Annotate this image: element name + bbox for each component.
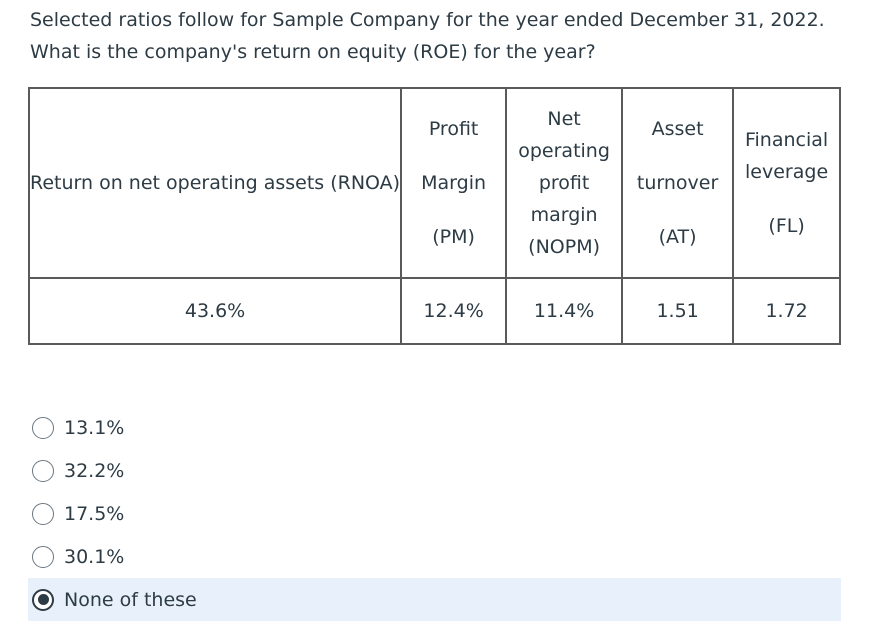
value-nopm: 11.4% (505, 277, 624, 345)
answer-option[interactable]: None of these (28, 578, 841, 621)
value-rnoa: 43.6% (27, 277, 403, 345)
header-rnoa-label: Return on net operating assets (RNOA) (30, 172, 401, 194)
ratios-table: Return on net operating assets (RNOA) Pr… (27, 87, 842, 345)
header-nopm-line: Net (547, 108, 581, 130)
radio-button[interactable] (32, 459, 54, 482)
header-at-line: Asset (651, 118, 704, 140)
radio-button[interactable] (32, 416, 54, 439)
value-at: 1.51 (621, 277, 735, 345)
header-nopm-line: margin (530, 204, 598, 226)
header-fl: Financial leverage (FL) (732, 87, 842, 279)
question-line-1: Selected ratios follow for Sample Compan… (30, 9, 825, 31)
header-at-line: (AT) (658, 226, 697, 248)
header-fl-line: leverage (745, 161, 829, 183)
header-pm-line: (PM) (432, 226, 475, 248)
header-pm-line: Margin (421, 172, 487, 194)
answer-option-label[interactable]: 13.1% (64, 416, 125, 439)
answer-option-label[interactable]: None of these (64, 588, 197, 611)
radio-button[interactable] (32, 502, 54, 525)
radio-button[interactable] (32, 588, 54, 611)
header-nopm-line: profit (538, 172, 590, 194)
header-pm-line: Profit (428, 118, 479, 140)
question-text: Selected ratios follow for Sample Compan… (30, 4, 860, 68)
value-fl: 1.72 (732, 277, 842, 345)
value-pm: 12.4% (400, 277, 508, 345)
header-pm: Profit Margin (PM) (400, 87, 508, 279)
header-rnoa: Return on net operating assets (RNOA) (27, 87, 403, 279)
table-header-row: Return on net operating assets (RNOA) Pr… (27, 87, 842, 279)
answer-option[interactable]: 13.1% (28, 406, 841, 449)
header-fl-line: (FL) (768, 215, 805, 237)
table-values-row: 43.6% 12.4% 11.4% 1.51 1.72 (27, 277, 842, 345)
answer-option[interactable]: 32.2% (28, 449, 841, 492)
answer-option[interactable]: 30.1% (28, 535, 841, 578)
header-nopm-line: (NOPM) (528, 236, 601, 258)
header-nopm: Net operating profit margin (NOPM) (505, 87, 624, 279)
answer-option-label[interactable]: 32.2% (64, 459, 125, 482)
question-line-2: What is the company's return on equity (… (30, 41, 596, 63)
answer-option-label[interactable]: 30.1% (64, 545, 125, 568)
radio-button[interactable] (32, 545, 54, 568)
header-at-line: turnover (636, 172, 719, 194)
header-fl-line: Financial (744, 129, 829, 151)
answer-option-label[interactable]: 17.5% (64, 502, 125, 525)
header-nopm-line: operating (518, 140, 610, 162)
answer-options: 13.1% 32.2% 17.5% 30.1% None of these (28, 406, 841, 621)
header-at: Asset turnover (AT) (621, 87, 735, 279)
answer-option[interactable]: 17.5% (28, 492, 841, 535)
